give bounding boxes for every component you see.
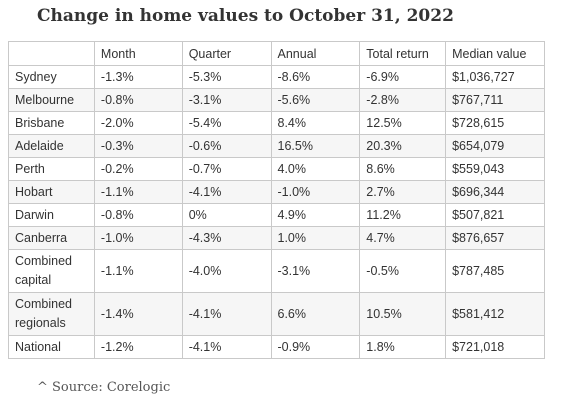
cell-total-return: 10.5%	[359, 292, 447, 336]
cell-quarter: 0%	[181, 203, 272, 227]
cell-median-value: $696,344	[445, 180, 545, 204]
cell-month: -1.3%	[93, 65, 183, 89]
row-city: National	[8, 335, 95, 359]
cell-month: -1.4%	[93, 292, 183, 336]
cell-median-value: $728,615	[445, 111, 545, 135]
table-row: Combined regionals -1.4% -4.1% 6.6% 10.5%…	[8, 292, 545, 336]
cell-month: -1.0%	[93, 226, 183, 250]
cell-quarter: -5.4%	[181, 111, 272, 135]
table-body: Sydney -1.3% -5.3% -8.6% -6.9% $1,036,72…	[8, 65, 545, 359]
row-city-line: capital	[15, 273, 52, 287]
cell-annual: -5.6%	[270, 88, 361, 112]
cell-quarter: -5.3%	[181, 65, 272, 89]
cell-annual: 4.9%	[270, 203, 361, 227]
cell-month: -1.1%	[93, 249, 183, 293]
cell-month: -0.8%	[93, 88, 183, 112]
cell-annual: -8.6%	[270, 65, 361, 89]
cell-total-return: 4.7%	[359, 226, 447, 250]
cell-total-return: 12.5%	[359, 111, 447, 135]
cell-quarter: -0.6%	[181, 134, 272, 158]
table-row: Adelaide -0.3% -0.6% 16.5% 20.3% $654,07…	[8, 134, 545, 158]
cell-month: -1.1%	[93, 180, 183, 204]
cell-quarter: -4.1%	[181, 180, 272, 204]
row-city: Darwin	[8, 203, 95, 227]
header-median-value: Median value	[445, 41, 545, 66]
cell-month: -0.8%	[93, 203, 183, 227]
cell-total-return: 8.6%	[359, 157, 447, 181]
cell-median-value: $767,711	[445, 88, 545, 112]
cell-month: -2.0%	[93, 111, 183, 135]
row-city: Combined capital	[8, 249, 95, 293]
cell-total-return: 2.7%	[359, 180, 447, 204]
cell-median-value: $1,036,727	[445, 65, 545, 89]
row-city: Melbourne	[8, 88, 95, 112]
cell-median-value: $507,821	[445, 203, 545, 227]
cell-total-return: -6.9%	[359, 65, 447, 89]
table-row: Canberra -1.0% -4.3% 1.0% 4.7% $876,657	[8, 226, 545, 250]
cell-median-value: $559,043	[445, 157, 545, 181]
row-city: Hobart	[8, 180, 95, 204]
source-caption: ^ Source: Corelogic	[37, 380, 171, 395]
row-city: Combined regionals	[8, 292, 95, 336]
cell-annual: -1.0%	[270, 180, 361, 204]
header-annual: Annual	[270, 41, 361, 66]
header-row: Month Quarter Annual Total return Median…	[8, 41, 545, 66]
cell-quarter: -4.1%	[181, 292, 272, 336]
header-total-return: Total return	[359, 41, 447, 66]
header-corner	[8, 41, 95, 66]
table-row: National -1.2% -4.1% -0.9% 1.8% $721,018	[8, 335, 545, 359]
cell-quarter: -4.1%	[181, 335, 272, 359]
row-city-line: Combined	[15, 297, 72, 311]
cell-median-value: $721,018	[445, 335, 545, 359]
cell-month: -0.3%	[93, 134, 183, 158]
cell-total-return: 1.8%	[359, 335, 447, 359]
cell-month: -1.2%	[93, 335, 183, 359]
cell-total-return: -2.8%	[359, 88, 447, 112]
cell-median-value: $876,657	[445, 226, 545, 250]
cell-median-value: $654,079	[445, 134, 545, 158]
home-values-table: Month Quarter Annual Total return Median…	[8, 41, 545, 359]
cell-annual: -3.1%	[270, 249, 361, 293]
row-city-line: Combined	[15, 254, 72, 268]
cell-quarter: -4.3%	[181, 226, 272, 250]
table-row: Sydney -1.3% -5.3% -8.6% -6.9% $1,036,72…	[8, 65, 545, 89]
row-city: Perth	[8, 157, 95, 181]
table-header: Month Quarter Annual Total return Median…	[8, 41, 545, 66]
row-city: Brisbane	[8, 111, 95, 135]
table-row: Hobart -1.1% -4.1% -1.0% 2.7% $696,344	[8, 180, 545, 204]
cell-annual: 4.0%	[270, 157, 361, 181]
table-row: Perth -0.2% -0.7% 4.0% 8.6% $559,043	[8, 157, 545, 181]
cell-quarter: -0.7%	[181, 157, 272, 181]
table-row: Melbourne -0.8% -3.1% -5.6% -2.8% $767,7…	[8, 88, 545, 112]
cell-total-return: 11.2%	[359, 203, 447, 227]
table-row: Brisbane -2.0% -5.4% 8.4% 12.5% $728,615	[8, 111, 545, 135]
table-title: Change in home values to October 31, 202…	[37, 6, 454, 26]
header-month: Month	[93, 41, 183, 66]
cell-month: -0.2%	[93, 157, 183, 181]
row-city-line: regionals	[15, 316, 66, 330]
cell-annual: 1.0%	[270, 226, 361, 250]
cell-total-return: -0.5%	[359, 249, 447, 293]
table-row: Combined capital -1.1% -4.0% -3.1% -0.5% …	[8, 249, 545, 293]
cell-total-return: 20.3%	[359, 134, 447, 158]
table-row: Darwin -0.8% 0% 4.9% 11.2% $507,821	[8, 203, 545, 227]
cell-annual: 6.6%	[270, 292, 361, 336]
row-city: Canberra	[8, 226, 95, 250]
cell-quarter: -3.1%	[181, 88, 272, 112]
cell-median-value: $787,485	[445, 249, 545, 293]
cell-annual: 8.4%	[270, 111, 361, 135]
cell-quarter: -4.0%	[181, 249, 272, 293]
header-quarter: Quarter	[181, 41, 272, 66]
row-city: Sydney	[8, 65, 95, 89]
cell-annual: 16.5%	[270, 134, 361, 158]
row-city: Adelaide	[8, 134, 95, 158]
cell-annual: -0.9%	[270, 335, 361, 359]
cell-median-value: $581,412	[445, 292, 545, 336]
